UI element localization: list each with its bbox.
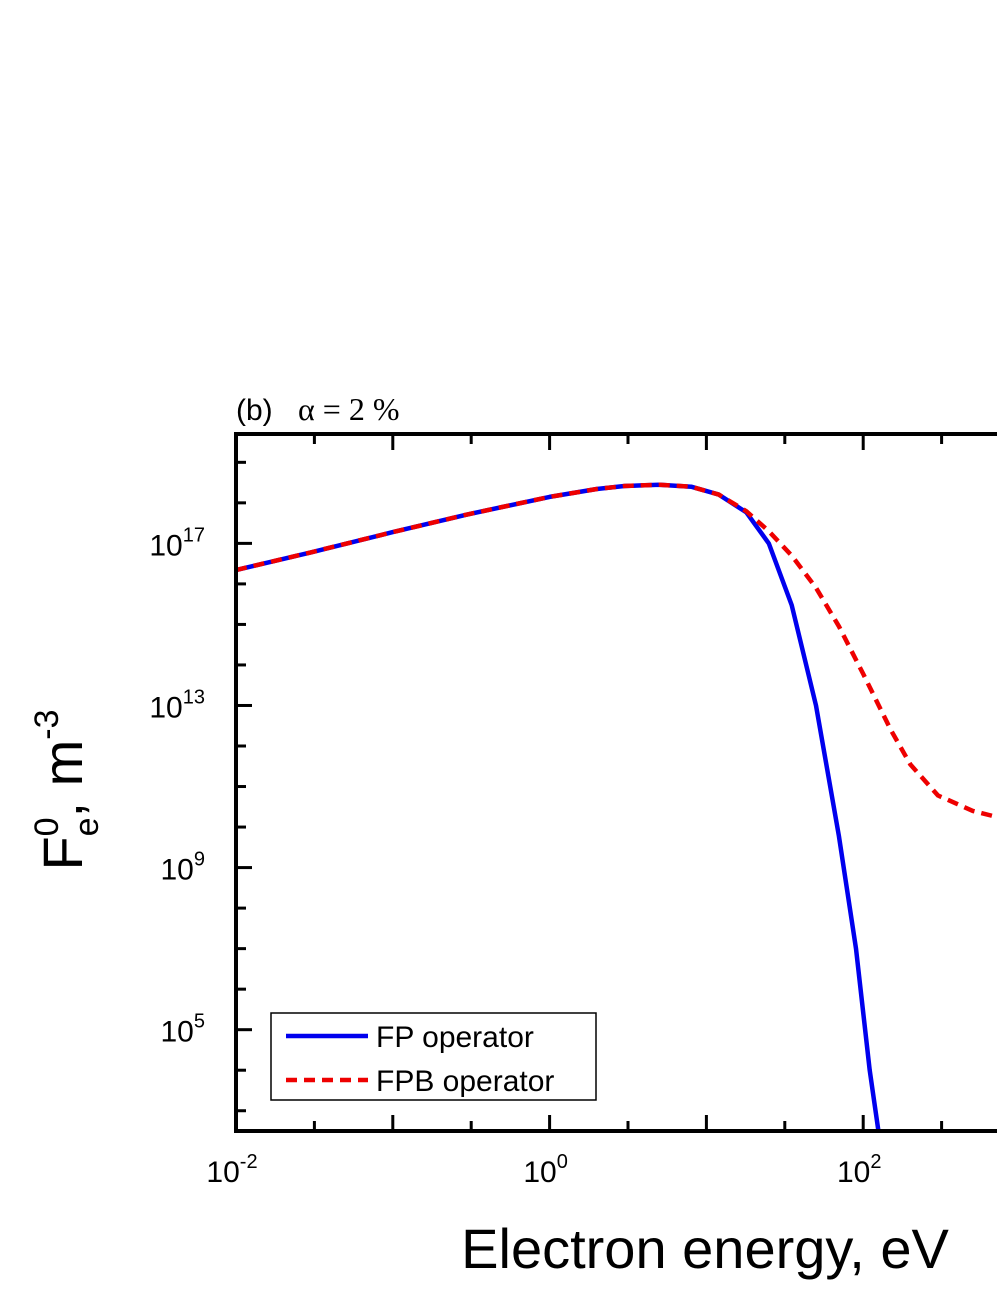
panel-parameter: α = 2 % [298,391,399,427]
legend-label-2: FPB operator [376,1065,554,1098]
x-axis-label: Electron energy, eV [461,1217,949,1280]
panel-label: (b) [236,394,273,427]
legend-box [270,1012,597,1101]
tick-marks [234,434,944,1131]
legend-label-1: FP operator [376,1021,534,1054]
panel-title: (b) α = 2 % [236,391,399,427]
y-tick-label: 105 [161,1011,206,1049]
x-tick-label: 100 [523,1151,568,1189]
y-tick-label: 109 [161,849,206,887]
series-layer [236,482,997,1131]
y-axis-label: F0e, m-3 [28,709,106,870]
x-tick-label: 102 [837,1151,882,1189]
series-line-2 [236,482,997,820]
y-tick-label: 1017 [149,524,205,562]
y-axis-label-text: F0e, m-3 [28,709,106,870]
y-tick-label: 1013 [149,686,205,724]
x-tick-label: 10-2 [206,1151,257,1189]
tick-labels: 10-2 100 102 105 109 1013 1017 [149,524,881,1189]
legend: FP operator FPB operator [270,1012,597,1101]
